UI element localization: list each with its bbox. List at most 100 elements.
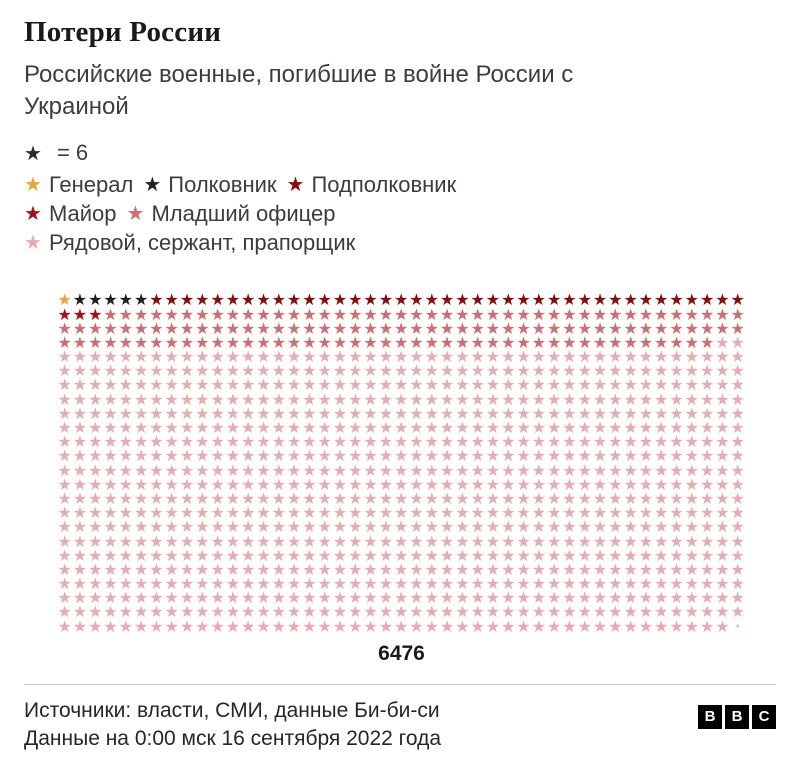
star: ★ xyxy=(88,375,103,395)
star: ★ xyxy=(409,389,424,409)
star: ★ xyxy=(133,531,149,551)
star: ★ xyxy=(271,403,286,423)
star: ★ xyxy=(409,588,424,608)
star: ★ xyxy=(164,545,179,565)
star: ★ xyxy=(149,460,164,480)
star: ★ xyxy=(210,559,225,579)
star: ★ xyxy=(684,332,699,352)
star: ★ xyxy=(439,503,455,523)
legend-row-1: ★ Генерал ★ Полковник ★ Подполковник xyxy=(24,170,776,199)
star: ★ xyxy=(730,318,745,338)
star: ★ xyxy=(103,517,118,537)
star: ★ xyxy=(195,574,210,594)
star: ★ xyxy=(684,574,699,594)
private-star-icon: ★ xyxy=(24,230,42,255)
star: ★ xyxy=(348,375,363,395)
star: ★ xyxy=(638,418,654,438)
star: ★ xyxy=(592,545,608,565)
star: ★ xyxy=(424,290,439,310)
star: ★ xyxy=(210,432,225,452)
star: ★ xyxy=(302,588,317,608)
star: ★ xyxy=(669,332,684,352)
star: ★ xyxy=(286,389,302,409)
star: ★ xyxy=(57,418,72,438)
star: ★ xyxy=(286,347,302,367)
star: ★ xyxy=(179,290,195,310)
star: ★ xyxy=(638,389,654,409)
star: ★ xyxy=(455,574,470,594)
bbc-logo-letter: B xyxy=(698,704,722,729)
star: ★ xyxy=(363,588,378,608)
star: ★ xyxy=(592,446,608,466)
star: ★ xyxy=(424,389,439,409)
star: ★ xyxy=(424,574,439,594)
star: ★ xyxy=(302,304,317,324)
star: ★ xyxy=(225,347,241,367)
star: ★ xyxy=(72,347,88,367)
star: ★ xyxy=(546,503,562,523)
star: ★ xyxy=(256,361,271,381)
star: ★ xyxy=(164,488,179,508)
star: ★ xyxy=(516,347,531,367)
star: ★ xyxy=(546,588,562,608)
star: ★ xyxy=(684,460,699,480)
star: ★ xyxy=(286,318,302,338)
star: ★ xyxy=(133,389,149,409)
star: ★ xyxy=(409,616,424,636)
star: ★ xyxy=(608,304,623,324)
star: ★ xyxy=(623,503,638,523)
star: ★ xyxy=(501,531,516,551)
star: ★ xyxy=(72,375,88,395)
star: ★ xyxy=(730,545,745,565)
star: ★ xyxy=(394,403,409,423)
star: ★ xyxy=(348,559,363,579)
star: ★ xyxy=(470,531,485,551)
star: ★ xyxy=(317,290,332,310)
star: ★ xyxy=(256,432,271,452)
star: ★ xyxy=(271,559,286,579)
star: ★ xyxy=(164,474,179,494)
star: ★ xyxy=(730,460,745,480)
star: ★ xyxy=(286,531,302,551)
star: ★ xyxy=(348,446,363,466)
star: ★ xyxy=(424,517,439,537)
star: ★ xyxy=(546,332,562,352)
star: ★ xyxy=(409,559,424,579)
star: ★ xyxy=(638,517,654,537)
star: ★ xyxy=(88,389,103,409)
star: ★ xyxy=(623,418,638,438)
star: ★ xyxy=(516,474,531,494)
star: ★ xyxy=(546,432,562,452)
star: ★ xyxy=(317,460,332,480)
star: ★ xyxy=(608,375,623,395)
star: ★ xyxy=(378,375,394,395)
star: ★ xyxy=(133,332,149,352)
star: ★ xyxy=(592,460,608,480)
star: ★ xyxy=(241,474,256,494)
star: ★ xyxy=(195,517,210,537)
star: ★ xyxy=(286,616,302,636)
star: ★ xyxy=(439,531,455,551)
star: ★ xyxy=(363,290,378,310)
star: ★ xyxy=(225,545,241,565)
star: ★ xyxy=(103,304,118,324)
star: ★ xyxy=(562,389,577,409)
star: ★ xyxy=(241,488,256,508)
star: ★ xyxy=(699,545,715,565)
star: ★ xyxy=(608,545,623,565)
star: ★ xyxy=(608,531,623,551)
star: ★ xyxy=(592,304,608,324)
star: ★ xyxy=(654,332,669,352)
star: ★ xyxy=(715,474,730,494)
star: ★ xyxy=(332,460,348,480)
star: ★ xyxy=(332,432,348,452)
star: ★ xyxy=(72,602,88,622)
star: ★ xyxy=(378,559,394,579)
star: ★ xyxy=(317,332,332,352)
star: ★ xyxy=(241,375,256,395)
star: ★ xyxy=(72,446,88,466)
star: ★ xyxy=(195,545,210,565)
star: ★ xyxy=(363,446,378,466)
star: ★ xyxy=(439,432,455,452)
star: ★ xyxy=(684,304,699,324)
